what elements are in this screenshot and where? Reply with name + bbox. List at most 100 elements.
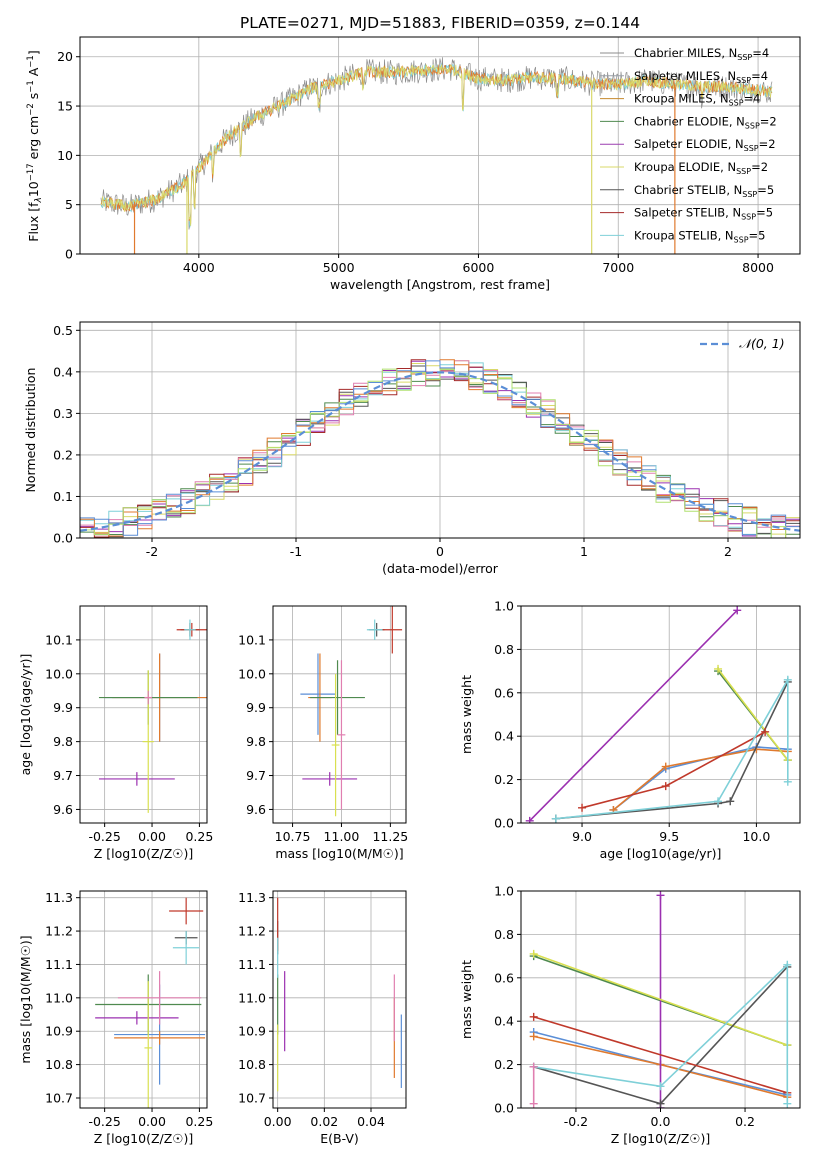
plot-area <box>98 619 207 813</box>
y-tick-label: 11.1 <box>238 957 266 972</box>
y-tick-label: 5 <box>65 197 73 212</box>
y-tick-label: 10.9 <box>45 1024 73 1039</box>
y-tick-label: 10.8 <box>238 1057 266 1072</box>
weight-marker <box>551 814 560 823</box>
x-tick-label: 10.75 <box>275 829 311 844</box>
y-tick-label: 0.8 <box>494 927 514 942</box>
y-tick-label: 11.2 <box>45 924 73 939</box>
y-tick-label: 10.8 <box>45 1057 73 1072</box>
y-tick-label: 10.0 <box>238 666 266 681</box>
weight-line <box>529 609 738 822</box>
x-tick-label: 4000 <box>183 260 215 275</box>
weight-marker <box>578 803 587 812</box>
y-axis-label: age [log10(age/yr)] <box>18 654 33 776</box>
legend-entry: Chabrier ELODIE, NSSP=2 <box>634 114 777 130</box>
y-axis-label: Flux [fλ10−17 erg cm−2 s−1 A−1] <box>26 50 44 241</box>
legend-entry: Salpeter MILES, NSSP=4 <box>634 69 768 85</box>
y-axis-label: mass weight <box>459 675 474 754</box>
x-tick-label: 7000 <box>602 260 634 275</box>
x-tick-label: -1 <box>290 544 302 559</box>
plot-area <box>80 359 800 538</box>
x-tick-label: 0.02 <box>310 1114 338 1129</box>
y-tick-label: 0.4 <box>494 729 514 744</box>
x-tick-label: 0.00 <box>138 829 166 844</box>
y-tick-label: 9.6 <box>53 802 73 817</box>
y-tick-label: 11.0 <box>45 990 73 1005</box>
legend-entry: Kroupa STELIB, NSSP=5 <box>634 228 765 244</box>
x-axis-label: age [log10(age/yr)] <box>600 846 722 861</box>
legend-entry: Salpeter ELODIE, NSSP=2 <box>634 137 776 153</box>
y-axis-label: Normed distribution <box>23 368 38 493</box>
weight-marker <box>661 762 670 771</box>
x-tick-label: 0.00 <box>138 1114 166 1129</box>
x-tick-label: 10.0 <box>742 829 770 844</box>
weight-line <box>612 748 788 811</box>
weight-marker <box>783 960 792 969</box>
y-tick-label: 9.9 <box>53 700 73 715</box>
y-tick-label: 0.4 <box>53 364 73 379</box>
y-tick-label: 0.2 <box>494 1057 514 1072</box>
x-axis-label: E(B-V) <box>320 1131 359 1146</box>
x-tick-label: 6000 <box>463 260 495 275</box>
x-axis-label: mass [log10(M/M☉)] <box>275 846 403 861</box>
legend-entry: Kroupa ELODIE, NSSP=2 <box>634 160 768 176</box>
y-tick-label: 15 <box>57 99 73 114</box>
x-axis-label: Z [log10(Z/Z☉)] <box>94 1131 194 1146</box>
x-tick-label: -0.25 <box>88 1114 120 1129</box>
residuals-histogram-panel: -2 -1 0 1 2 0.0 0.1 0.2 0.3 0.4 0.5 (data-model)/er… <box>23 321 801 576</box>
weight-line <box>555 681 789 820</box>
y-tick-label: 10.1 <box>45 632 73 647</box>
weight-line <box>555 676 789 820</box>
plot-area <box>100 57 773 254</box>
y-tick-label: 0.1 <box>53 489 73 504</box>
y-axis-label: mass weight <box>459 960 474 1039</box>
y-tick-label: 0.3 <box>53 406 73 421</box>
weight-marker <box>529 1099 538 1108</box>
x-tick-label: 8000 <box>742 260 774 275</box>
mass-vs-extinction-panel: 0.00 0.02 0.04 10.7 10.8 10.9 11.0 11.1 11.2 11.3… <box>238 890 407 1146</box>
chart-title: PLATE=0271, MJD=51883, FIBERID=0359, z=0… <box>240 14 640 32</box>
legend-entry: Kroupa MILES, NSSP=4 <box>634 92 760 108</box>
x-tick-label: 11.25 <box>372 829 408 844</box>
y-tick-label: 9.8 <box>53 734 73 749</box>
y-tick-label: 0.0 <box>53 531 73 546</box>
y-tick-label: 11.0 <box>238 990 266 1005</box>
axes-frame <box>79 605 208 824</box>
legend-entry: Chabrier MILES, NSSP=4 <box>634 46 769 62</box>
x-tick-label: 0.0 <box>651 1114 671 1129</box>
weight-marker <box>783 675 792 684</box>
weight-line <box>533 962 789 1104</box>
weight-marker <box>656 1082 665 1091</box>
y-tick-label: 10.0 <box>45 666 73 681</box>
x-tick-label: -0.2 <box>564 1114 588 1129</box>
y-tick-label: 1.0 <box>494 599 514 614</box>
axes-frame <box>79 36 801 255</box>
axes-frame <box>520 605 801 824</box>
weight-marker <box>661 782 670 791</box>
x-tick-label: 0.04 <box>357 1114 385 1129</box>
weight-line <box>612 746 788 811</box>
legend-entry: 𝒩(0, 1) <box>739 336 785 351</box>
plot-area <box>525 606 792 823</box>
weight-marker <box>783 777 792 786</box>
legend-entry: Chabrier STELIB, NSSP=5 <box>634 183 774 199</box>
weight-line <box>533 953 788 1046</box>
x-tick-label: -2 <box>146 544 158 559</box>
plot-area <box>277 897 402 1092</box>
axes-frame <box>79 321 801 539</box>
axes-frame <box>272 890 407 1109</box>
weight-line <box>717 668 789 761</box>
x-tick-label: 0.25 <box>185 829 213 844</box>
y-tick-label: 0.4 <box>494 1014 514 1029</box>
weight-marker <box>733 606 742 615</box>
weight-marker <box>529 949 538 958</box>
weight-line <box>581 731 766 809</box>
y-tick-label: 11.3 <box>45 890 73 905</box>
weight-marker <box>529 1062 538 1071</box>
y-tick-label: 0.8 <box>494 642 514 657</box>
y-tick-label: 0.6 <box>494 970 514 985</box>
x-tick-label: -0.25 <box>88 829 120 844</box>
axes-frame <box>520 890 801 1109</box>
weight-vs-age-panel: 9.0 9.5 10.0 0.0 0.2 0.4 0.6 0.8 1.0 age [log10(a… <box>459 599 801 861</box>
